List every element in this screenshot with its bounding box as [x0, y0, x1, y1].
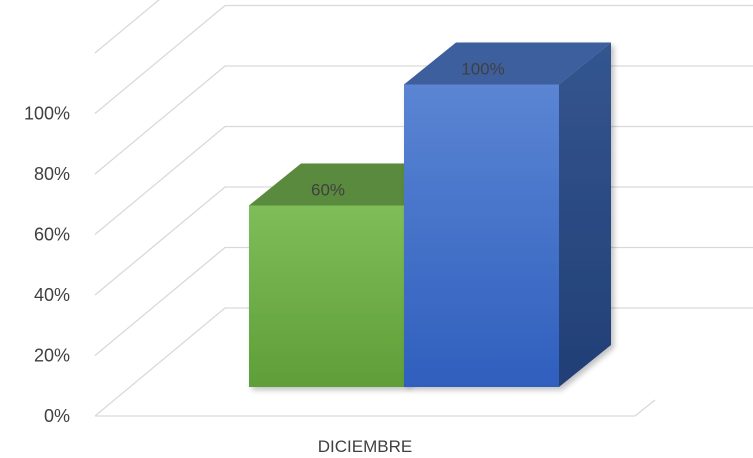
- x-category-label: DICIEMBRE: [318, 437, 412, 456]
- bar-top-face: [404, 42, 611, 85]
- labels: 0% 20% 40% 60% 80% 100% DICIEMBRE 60% 100%: [24, 60, 505, 457]
- gridline-100: [94, 4, 753, 114]
- y-tick-label: 100%: [24, 104, 70, 124]
- data-label: 100%: [461, 60, 504, 79]
- bar-1: [404, 42, 611, 387]
- gridline-120: [94, 0, 160, 54]
- y-tick-label: 20%: [34, 346, 70, 366]
- bar-front-face: [404, 84, 559, 387]
- bar-side-face: [559, 42, 611, 387]
- bars: [249, 42, 611, 387]
- floor-right-edge: [634, 399, 656, 417]
- y-tick-label: 40%: [34, 285, 70, 305]
- chart-floor: [95, 399, 656, 417]
- y-tick-label: 0%: [44, 406, 70, 426]
- y-tick-label: 60%: [34, 225, 70, 245]
- y-tick-label: 80%: [34, 164, 70, 184]
- bar-front-face: [249, 205, 404, 387]
- data-label: 60%: [311, 181, 345, 200]
